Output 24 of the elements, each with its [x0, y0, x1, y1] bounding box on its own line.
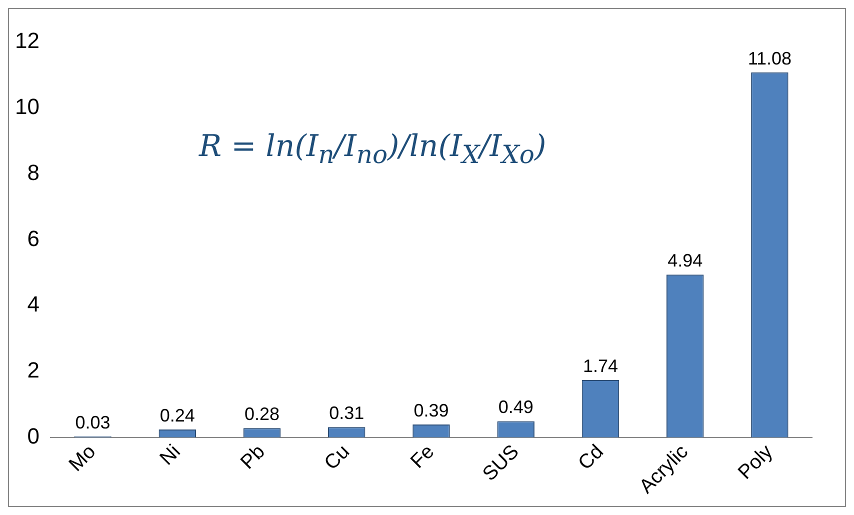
y-tick-label: 8 [27, 160, 40, 185]
y-tick-label: 12 [14, 28, 40, 54]
data-label: 0.03 [75, 412, 110, 432]
y-tick-label: 6 [27, 226, 40, 251]
y-tick-label: 0 [27, 423, 40, 448]
y-tick-label: 2 [27, 358, 40, 383]
data-label: 4.94 [668, 250, 703, 271]
x-tick-label: Cu [320, 440, 354, 474]
data-label: 0.49 [498, 397, 534, 418]
data-label: 0.28 [244, 404, 280, 424]
x-tick-label: Poly [734, 440, 778, 484]
data-label: 0.39 [414, 400, 449, 421]
data-label: 0.24 [160, 405, 195, 426]
x-tick-label: Fe [406, 440, 439, 473]
x-tick-label: Mo [65, 440, 100, 476]
x-tick-label: Pb [236, 440, 270, 474]
text: R = ln(I$_{n}$/I$_{no}$)/ln(I$_{X}$/I$_{Xo}$) [199, 129, 546, 169]
x-tick-label: Cd [574, 440, 608, 474]
data-label: 1.74 [582, 356, 618, 376]
data-label: 11.08 [748, 48, 792, 68]
y-tick-label: 4 [27, 292, 40, 317]
y-tick-label: 10 [14, 94, 40, 119]
data-label: 0.31 [329, 403, 364, 424]
x-tick-label: Ni [156, 440, 185, 470]
